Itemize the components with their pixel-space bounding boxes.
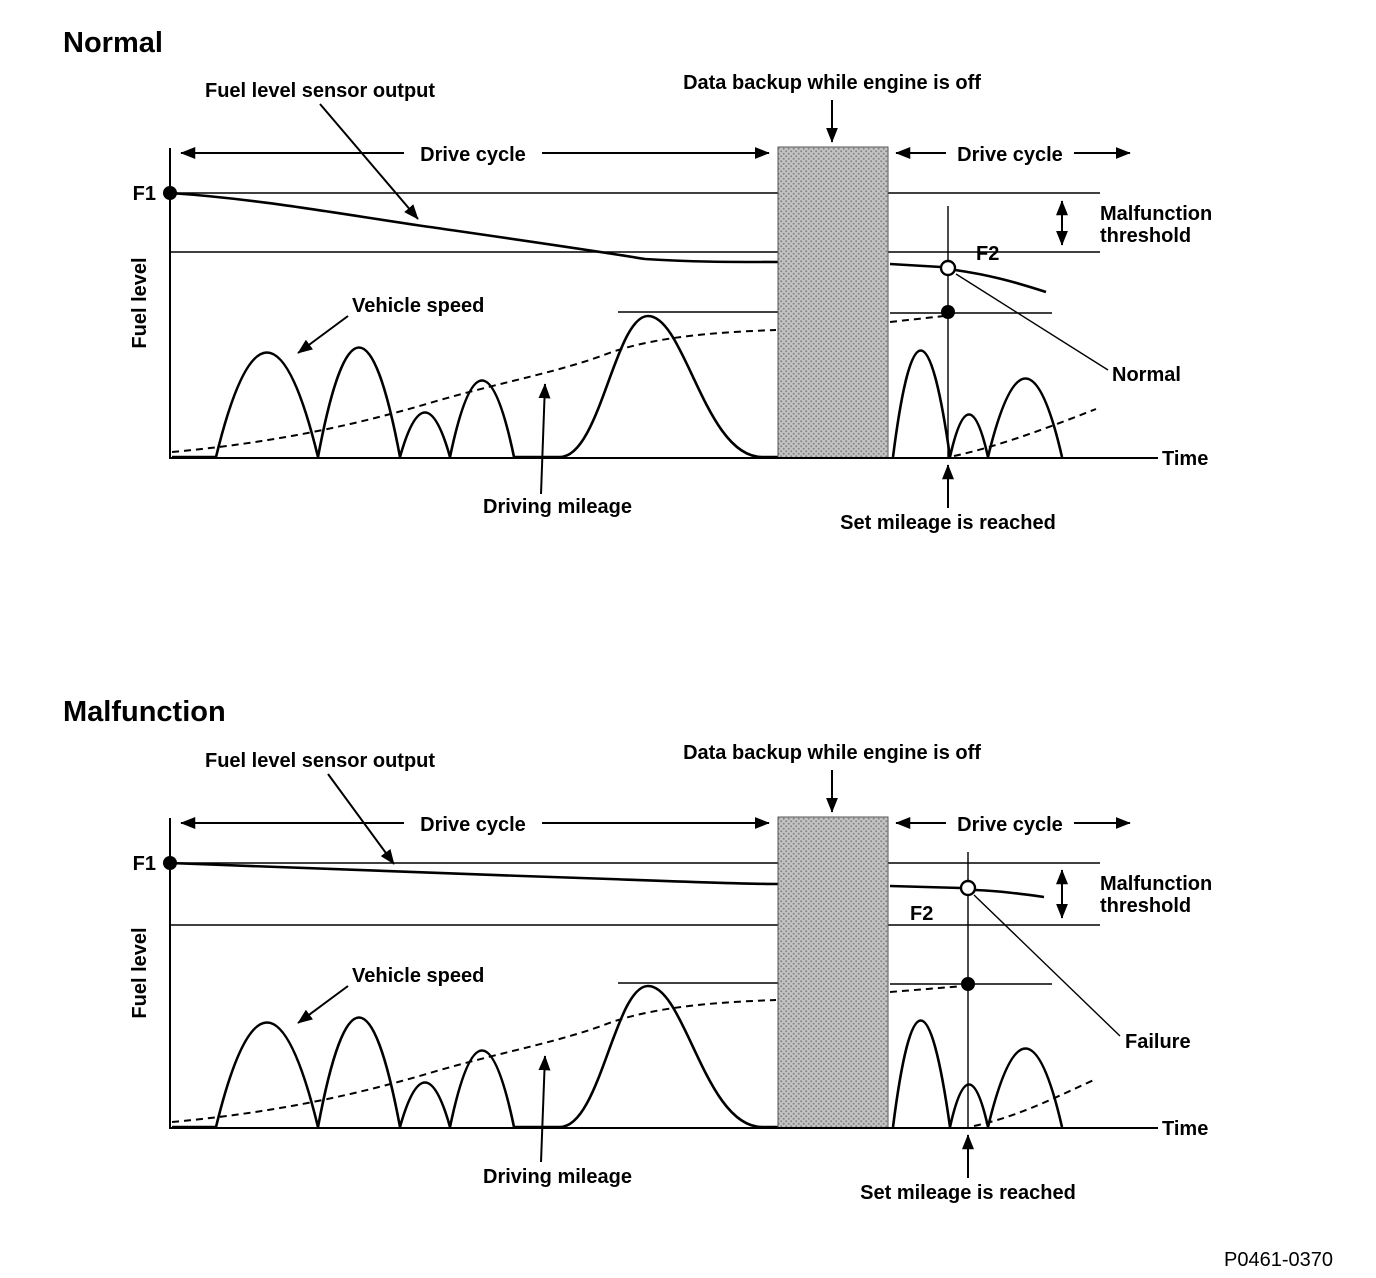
set-mileage-point <box>961 977 975 991</box>
threshold-label-line2: threshold <box>1100 225 1191 247</box>
fuel-level-curve-right <box>889 884 962 890</box>
fuel-level-curve-left <box>169 861 779 886</box>
axes <box>169 818 1158 1129</box>
f2-point <box>959 879 977 897</box>
axes <box>169 148 1158 459</box>
driving-mileage-curve-left <box>171 999 777 1123</box>
diagram-malfunction: Malfunction <box>63 696 1212 1204</box>
diagram-normal: Normal <box>63 27 1212 534</box>
driving-mileage-leader-arrow <box>538 1055 551 1163</box>
fuel-level-curve-right <box>889 262 942 269</box>
driving-mileage-curve-mid <box>889 985 965 993</box>
result-leader-line <box>973 894 1121 1037</box>
vehicle-speed-leader-arrow <box>297 985 349 1024</box>
f1-point <box>163 856 177 870</box>
driving-mileage-curve-reset <box>973 1078 1097 1127</box>
result-leader-line <box>955 273 1109 371</box>
set-mileage-label: Set mileage is reached <box>860 1182 1076 1204</box>
fuel-level-curve-after-f2 <box>954 268 1047 294</box>
diagram-title: Normal <box>63 27 163 59</box>
vehicle-speed-curve-left <box>172 984 778 1129</box>
driving-mileage-label: Driving mileage <box>483 1166 632 1188</box>
driving-mileage-curve-reset <box>953 408 1097 457</box>
fuel-level-curve-left <box>169 191 779 264</box>
fuel-sensor-label: Fuel level sensor output <box>205 750 435 772</box>
data-backup-label: Data backup while engine is off <box>683 72 981 94</box>
time-label: Time <box>1162 448 1208 470</box>
fuel-sensor-leader-arrow <box>319 103 419 220</box>
driving-mileage-label: Driving mileage <box>483 496 632 518</box>
vehicle-speed-curve-right <box>891 1019 1064 1128</box>
result-label: Normal <box>1112 364 1181 386</box>
diagram-title: Malfunction <box>63 696 226 728</box>
figure-code: P0461-0370 <box>1224 1249 1333 1271</box>
result-label: Failure <box>1125 1031 1191 1053</box>
fuel-level-curve-after-f2 <box>974 888 1045 899</box>
driving-mileage-leader-arrow <box>538 383 551 495</box>
vehicle-speed-leader-arrow <box>297 315 349 354</box>
fuel-sensor-leader-arrow <box>327 773 395 865</box>
threshold-label-line2: threshold <box>1100 895 1191 917</box>
vehicle-speed-label: Vehicle speed <box>352 295 484 317</box>
driving-mileage-curve-mid <box>889 315 945 323</box>
threshold-label-line1: Malfunction <box>1100 203 1212 225</box>
f2-label: F2 <box>976 243 999 265</box>
fuel-sensor-label: Fuel level sensor output <box>205 80 435 102</box>
drive-cycle-left-label: Drive cycle <box>420 144 526 166</box>
f1-point <box>163 186 177 200</box>
driving-mileage-curve-left <box>171 329 777 453</box>
set-mileage-label: Set mileage is reached <box>840 512 1056 534</box>
f1-label: F1 <box>133 853 156 875</box>
threshold-label-line1: Malfunction <box>1100 873 1212 895</box>
data-backup-region <box>777 816 889 1129</box>
set-mileage-point <box>941 305 955 319</box>
drive-cycle-right-label: Drive cycle <box>957 144 1063 166</box>
vehicle-speed-curve-left <box>172 314 778 459</box>
y-axis-label: Fuel level <box>129 257 151 348</box>
f2-point <box>939 259 957 277</box>
drive-cycle-left-label: Drive cycle <box>420 814 526 836</box>
f2-label: F2 <box>910 903 933 925</box>
drive-cycle-right-label: Drive cycle <box>957 814 1063 836</box>
vehicle-speed-curve-right <box>891 349 1064 458</box>
f1-label: F1 <box>133 183 156 205</box>
data-backup-label: Data backup while engine is off <box>683 742 981 764</box>
data-backup-region <box>777 146 889 459</box>
time-label: Time <box>1162 1118 1208 1140</box>
vehicle-speed-label: Vehicle speed <box>352 965 484 987</box>
y-axis-label: Fuel level <box>129 927 151 1018</box>
